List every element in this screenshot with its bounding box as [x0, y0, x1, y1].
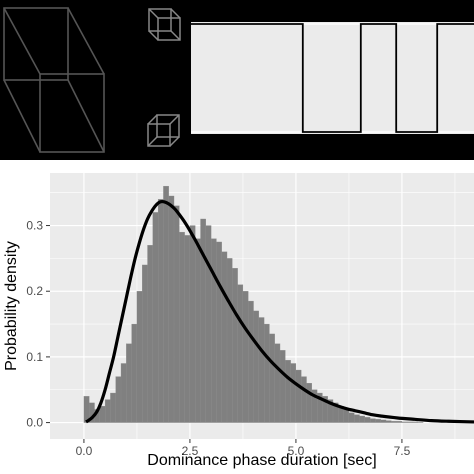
histogram-bar [99, 406, 106, 423]
histogram-bars [83, 185, 424, 423]
histogram-bar [279, 350, 286, 423]
histogram-bar [375, 419, 381, 423]
histogram-bar [348, 412, 355, 423]
histogram-bar [369, 418, 376, 423]
histogram-bar [136, 291, 143, 423]
chart-svg: 0.0 2.5 5.0 7.5 0.0 0.1 0.2 0.3 Dominance phase… [3, 173, 474, 469]
histogram-bar [173, 205, 180, 423]
histogram-bar [301, 376, 307, 423]
histogram-bar [290, 363, 297, 423]
histogram-bar [189, 225, 196, 423]
histogram-bar [258, 317, 265, 423]
histogram-bar [205, 225, 212, 423]
histogram-bar [104, 399, 111, 423]
y-tick-label: 0.3 [26, 219, 43, 233]
axis-ticks: 0.0 2.5 5.0 7.5 0.0 0.1 0.2 0.3 [26, 219, 410, 458]
histogram-bar [168, 195, 175, 423]
stimulus-illustration [0, 0, 474, 160]
y-tick-label: 0.2 [26, 284, 43, 298]
histogram-bar [157, 199, 164, 423]
histogram-bar [210, 238, 217, 423]
histogram-bar [142, 264, 148, 423]
necker-cube-icon [3, 7, 105, 153]
x-axis-title: Dominance phase duration [sec] [147, 452, 376, 469]
histogram-bar [263, 323, 270, 423]
histogram-bar [216, 241, 222, 423]
y-tick-label: 0.1 [26, 350, 43, 364]
x-tick-label: 2.5 [182, 444, 199, 458]
histogram-bar [110, 392, 116, 423]
histogram-bar [248, 300, 254, 423]
histogram-bar [354, 414, 360, 423]
fitted-density-curve [85, 199, 474, 424]
histogram-bar [126, 343, 132, 423]
histogram-bar [195, 238, 201, 423]
histogram-bar [179, 231, 185, 423]
histogram-bar [396, 421, 403, 423]
histogram-bar [295, 369, 302, 423]
histogram-bar [184, 235, 191, 423]
histogram-bar [385, 420, 392, 423]
histogram-bar [147, 245, 153, 423]
histogram-bar [343, 409, 350, 423]
histogram-bar [115, 376, 122, 423]
histogram-bar [152, 212, 159, 423]
histogram-bar [274, 343, 281, 423]
histogram-bar [237, 284, 244, 423]
histogram-bar [407, 421, 413, 423]
histogram-bar [242, 291, 249, 423]
illustration-svg [3, 7, 474, 153]
histogram-bar [306, 383, 312, 423]
histogram-bar [163, 185, 169, 423]
histogram-bar [221, 251, 228, 423]
cube-percept-top-icon [148, 8, 181, 41]
timecourse-panel [191, 22, 474, 134]
x-tick-label: 7.5 [394, 444, 411, 458]
y-tick-label: 0.0 [26, 416, 43, 430]
histogram-bar [401, 421, 408, 423]
x-tick-label: 0.0 [76, 444, 93, 458]
histogram-bar [120, 363, 127, 423]
cube-percept-bottom-icon [147, 114, 180, 147]
y-axis-title: Probability density [3, 241, 20, 371]
histogram-bar [359, 415, 365, 423]
histogram-bar [412, 421, 418, 423]
percept-timecourse-plot [191, 22, 474, 134]
histogram-bar [253, 310, 259, 423]
histogram-bar [285, 360, 291, 423]
histogram-bar [364, 417, 371, 423]
histogram-bar [232, 268, 238, 423]
histogram-bar [226, 258, 233, 423]
histogram-bar [269, 333, 275, 423]
histogram-bar [380, 419, 387, 423]
histogram-bar [131, 323, 138, 423]
histogram-bar [391, 421, 397, 423]
percept-timecourse-line [191, 23, 474, 133]
x-tick-label: 5.0 [288, 444, 305, 458]
